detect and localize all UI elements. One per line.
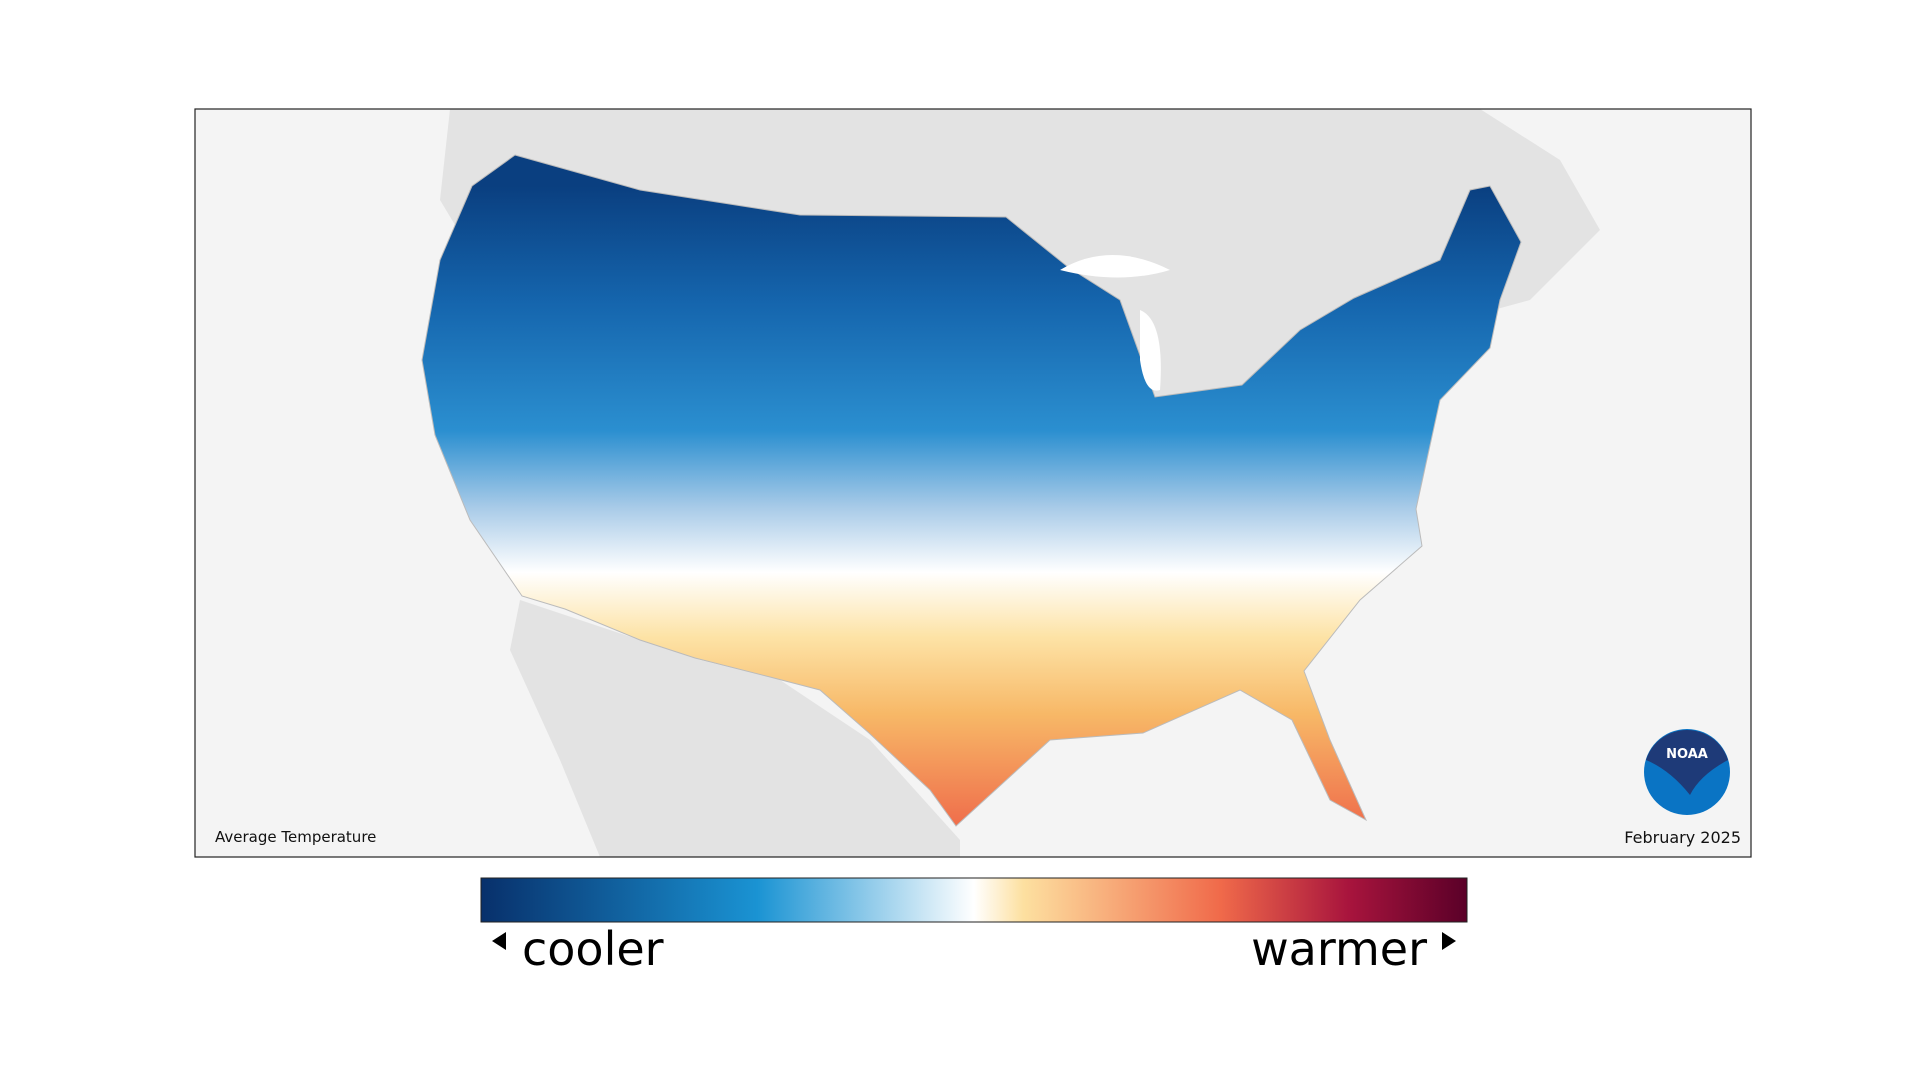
map-title: Average Temperature (215, 828, 376, 846)
logo-top (1646, 729, 1728, 795)
map (195, 109, 1751, 857)
legend-high-label: warmer (1251, 922, 1427, 976)
mexico (510, 600, 960, 857)
lake-superior (1060, 255, 1170, 278)
color-scale (480, 877, 1468, 923)
noaa-logo: NOAA (1644, 729, 1730, 815)
legend-low-label: cooler (522, 922, 664, 976)
arrow-left (492, 932, 506, 950)
conus-temperature (421, 154, 1522, 827)
lake-michigan (1140, 310, 1161, 391)
map-frame (194, 108, 1752, 858)
map-date: February 2025 (1624, 828, 1741, 847)
arrow-right (1442, 932, 1456, 950)
logo-text: NOAA (1666, 747, 1708, 762)
